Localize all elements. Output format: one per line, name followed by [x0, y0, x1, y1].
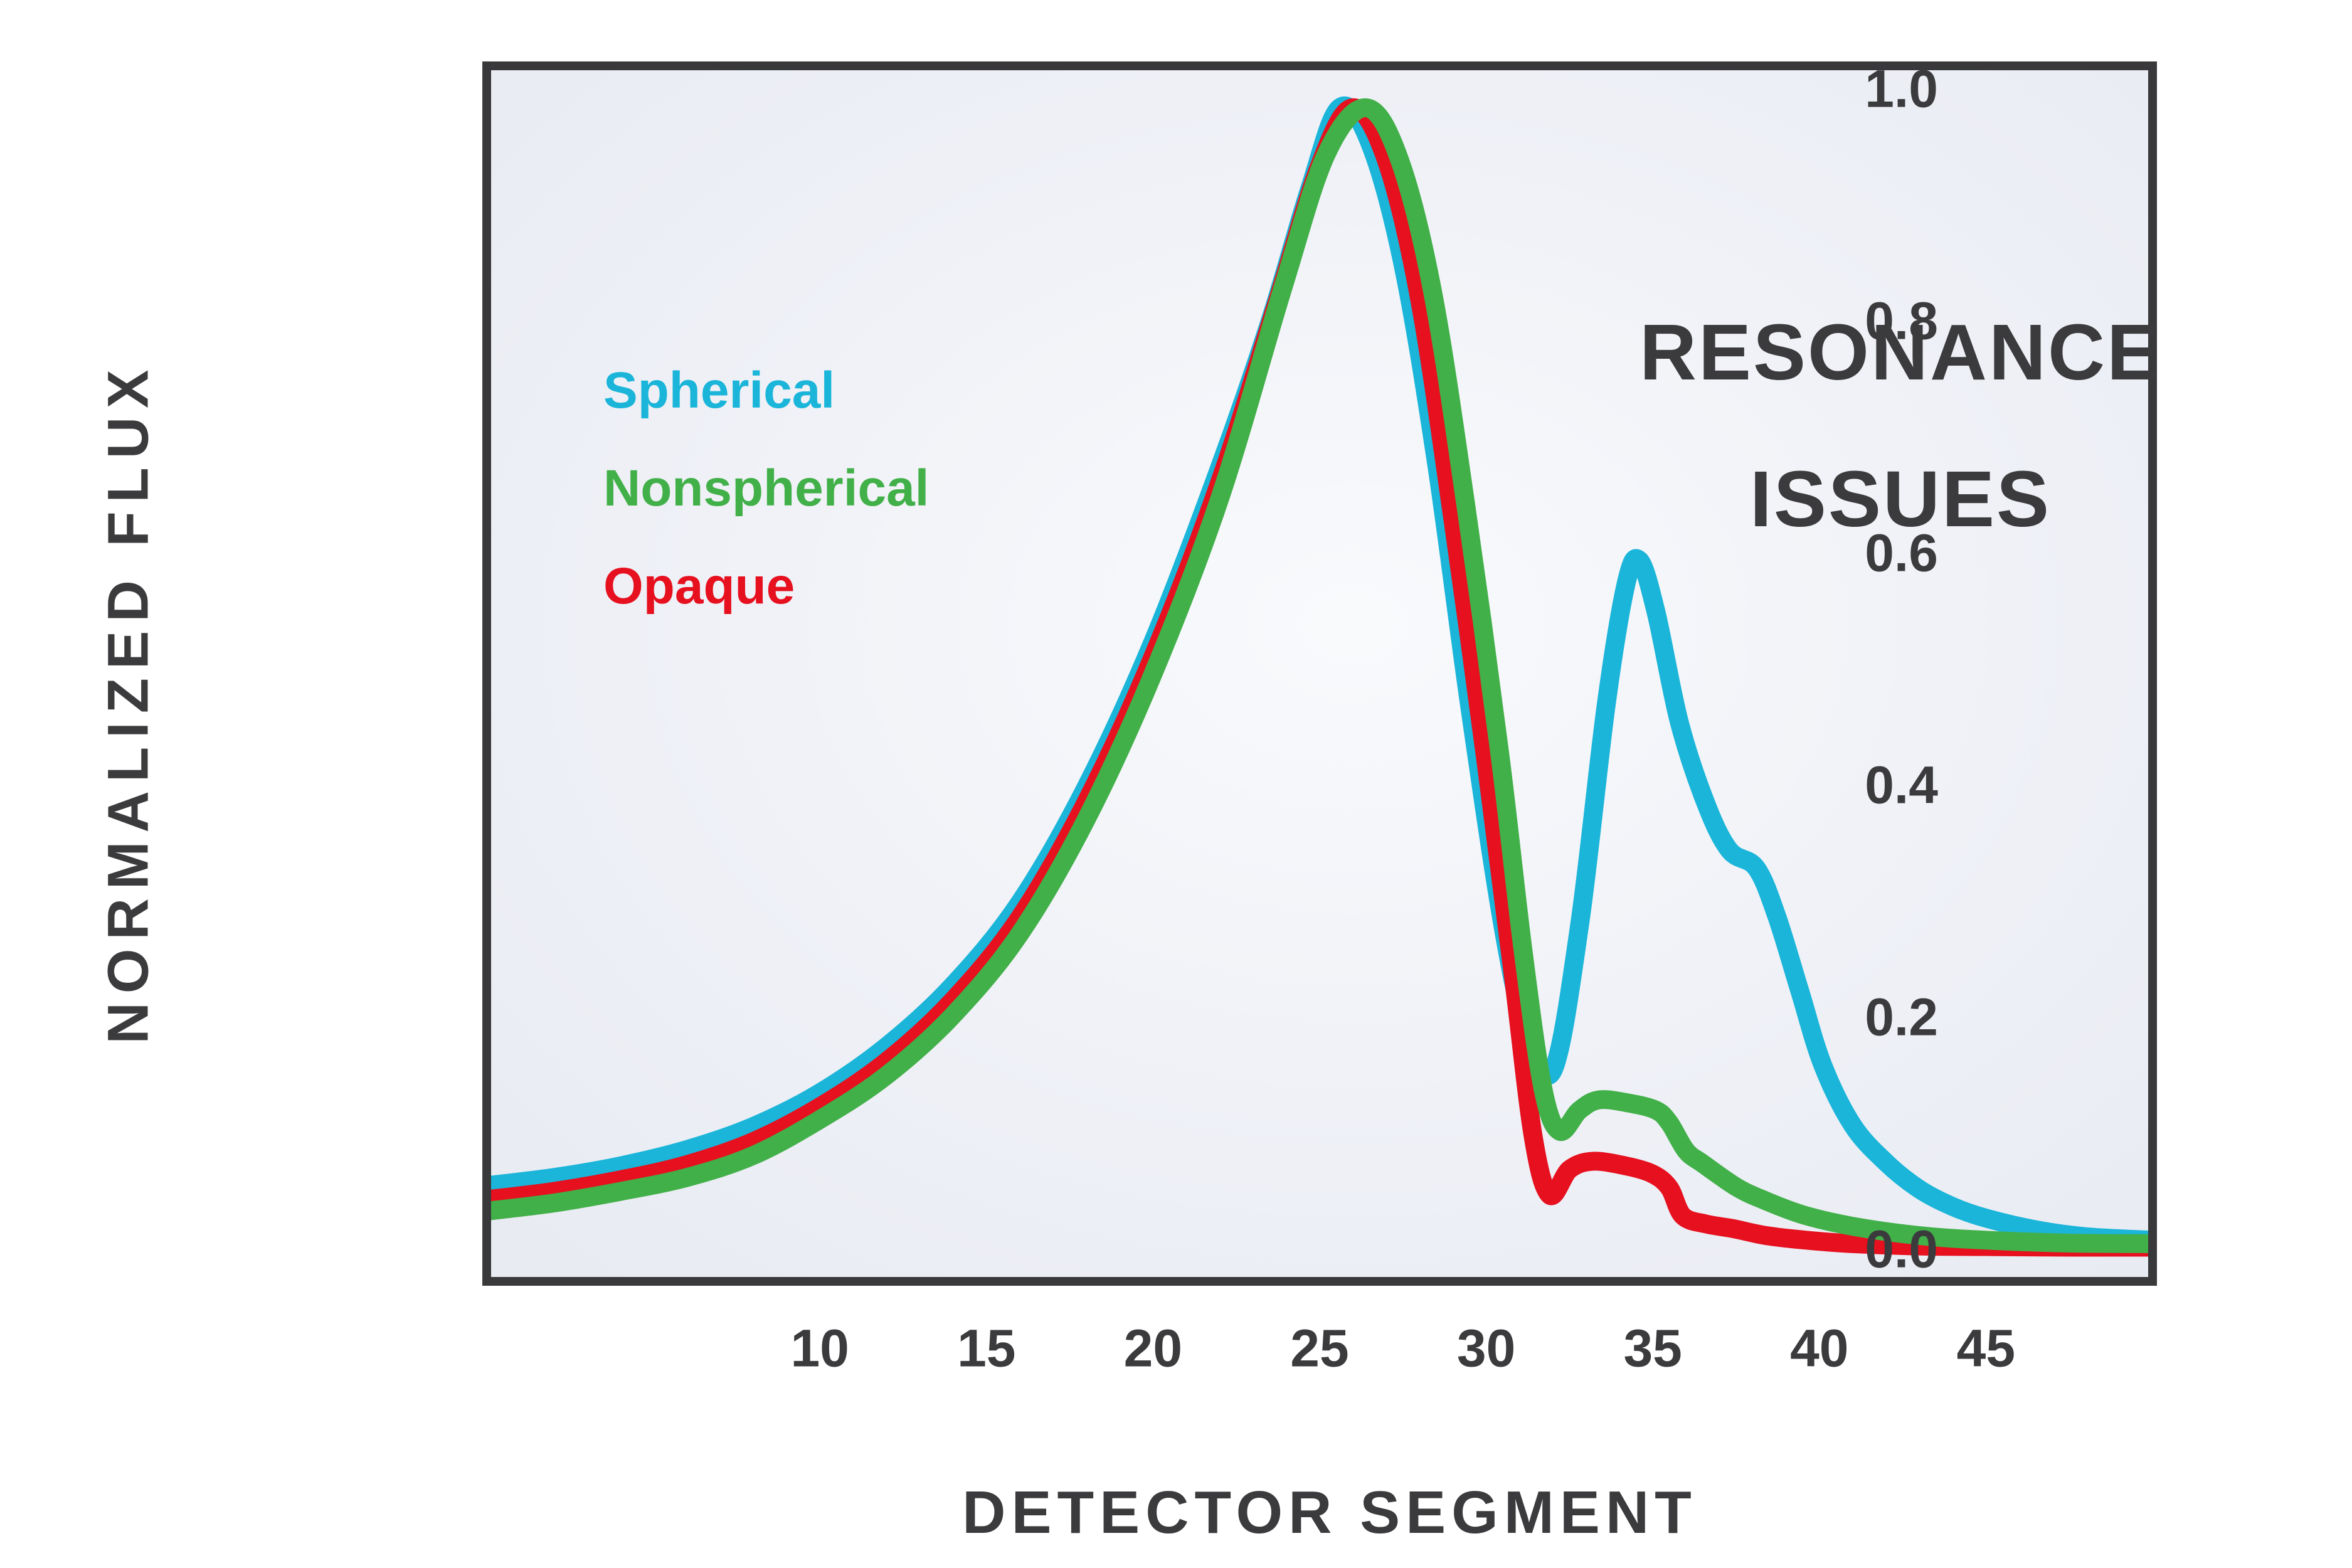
legend-item-opaque: Opaque — [603, 558, 795, 615]
legend-item-nonspherical: Nonspherical — [603, 460, 930, 517]
y-axis-title: NORMALIZED FLUX — [96, 361, 161, 1044]
chart-title: RESONANCE ISSUES — [1640, 279, 2161, 573]
chart-title-line2: ISSUES — [1749, 455, 2052, 543]
x-tick-label-15: 15 — [957, 1318, 1016, 1378]
x-tick-label-25: 25 — [1290, 1318, 1349, 1378]
series-line-opaque — [487, 98, 2153, 1257]
y-tick-label-0.6: 0.6 — [1865, 523, 1938, 583]
x-tick-label-45: 45 — [1956, 1318, 2016, 1378]
y-tick-label-0.4: 0.4 — [1865, 755, 1938, 815]
x-tick-label-20: 20 — [1123, 1318, 1183, 1378]
x-axis-title: DETECTOR SEGMENT — [962, 1479, 1697, 1546]
x-tick-label-10: 10 — [790, 1318, 849, 1378]
legend: Spherical Nonspherical Opaque — [603, 342, 929, 635]
y-tick-label-0.2: 0.2 — [1865, 987, 1938, 1047]
y-tick-label-0.8: 0.8 — [1865, 291, 1938, 351]
legend-item-spherical: Spherical — [603, 362, 835, 419]
chart-title-line1: RESONANCE — [1639, 308, 2162, 396]
y-tick-label-0.0: 0.0 — [1865, 1219, 1938, 1279]
y-tick-label-1.0: 1.0 — [1865, 59, 1938, 119]
plot-area — [487, 66, 2153, 1281]
x-tick-label-35: 35 — [1623, 1318, 1682, 1378]
x-tick-label-40: 40 — [1790, 1318, 1849, 1378]
series-lines — [487, 96, 2153, 1257]
series-line-nonspherical — [487, 98, 2153, 1253]
x-tick-label-30: 30 — [1456, 1318, 1516, 1378]
plot-border — [482, 61, 2157, 1286]
